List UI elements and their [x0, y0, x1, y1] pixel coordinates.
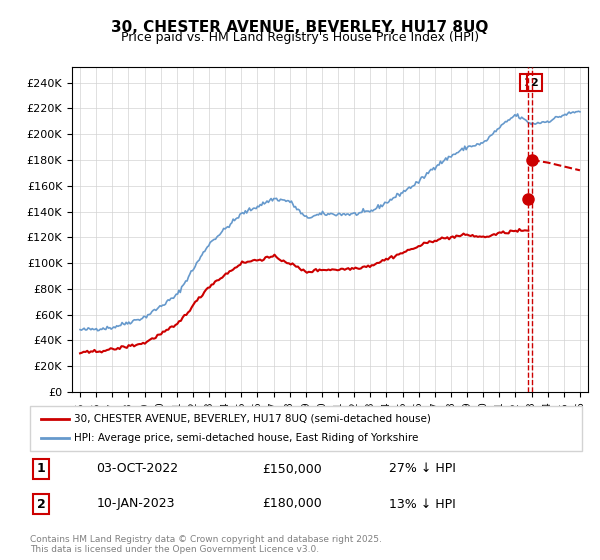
Text: 13% ↓ HPI: 13% ↓ HPI: [389, 497, 455, 511]
Text: 03-OCT-2022: 03-OCT-2022: [96, 463, 178, 475]
Text: HPI: Average price, semi-detached house, East Riding of Yorkshire: HPI: Average price, semi-detached house,…: [74, 433, 419, 444]
Text: 2: 2: [530, 78, 538, 88]
FancyBboxPatch shape: [30, 406, 582, 451]
Text: £180,000: £180,000: [262, 497, 322, 511]
Text: 10-JAN-2023: 10-JAN-2023: [96, 497, 175, 511]
Text: 27% ↓ HPI: 27% ↓ HPI: [389, 463, 455, 475]
Text: 1: 1: [524, 78, 532, 88]
Text: 2: 2: [37, 497, 46, 511]
Text: 1: 1: [37, 463, 46, 475]
Text: £150,000: £150,000: [262, 463, 322, 475]
Text: Price paid vs. HM Land Registry's House Price Index (HPI): Price paid vs. HM Land Registry's House …: [121, 31, 479, 44]
Text: Contains HM Land Registry data © Crown copyright and database right 2025.
This d: Contains HM Land Registry data © Crown c…: [30, 535, 382, 554]
Text: 30, CHESTER AVENUE, BEVERLEY, HU17 8UQ (semi-detached house): 30, CHESTER AVENUE, BEVERLEY, HU17 8UQ (…: [74, 413, 431, 423]
Text: 30, CHESTER AVENUE, BEVERLEY, HU17 8UQ: 30, CHESTER AVENUE, BEVERLEY, HU17 8UQ: [112, 20, 488, 35]
